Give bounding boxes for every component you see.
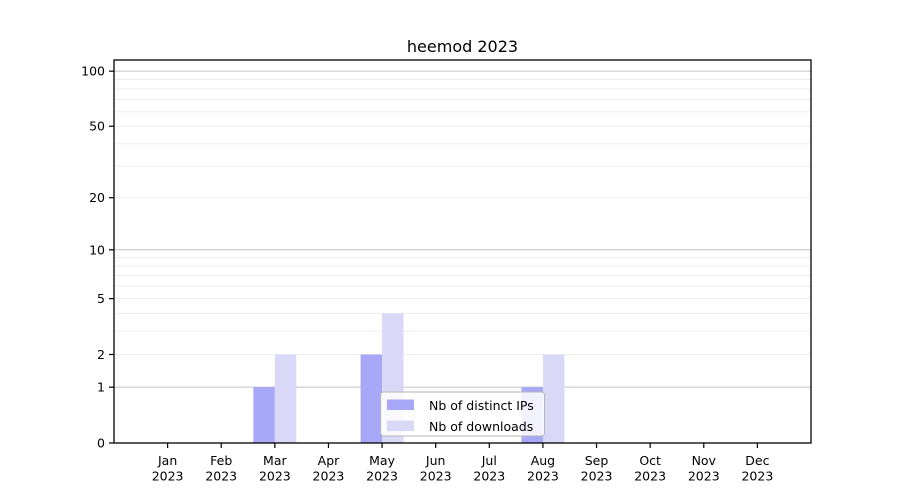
bar	[274, 354, 297, 443]
plot-frame	[113, 59, 812, 444]
legend-box	[380, 391, 545, 437]
x-axis-labels: Jan2023Feb2023Mar2023Apr2023May2023Jun20…	[152, 453, 774, 484]
minor-gridlines	[114, 79, 811, 355]
x-tick-label-year: 2023	[688, 469, 720, 484]
x-tick-label-month: Jan	[157, 453, 177, 468]
x-tick-label-year: 2023	[366, 469, 398, 484]
x-tick-label-year: 2023	[473, 469, 505, 484]
x-tick-label-month: Apr	[318, 453, 340, 468]
x-tick-label-month: Oct	[639, 453, 661, 468]
x-tick-label-month: Aug	[531, 453, 555, 468]
y-tick-label: 50	[89, 119, 105, 134]
y-tick-label: 1	[97, 380, 105, 395]
legend-swatch	[387, 420, 414, 431]
x-tick-label-year: 2023	[634, 469, 666, 484]
x-tick-label-year: 2023	[527, 469, 559, 484]
x-tick-label-year: 2023	[259, 469, 291, 484]
x-tick-label-year: 2023	[741, 469, 773, 484]
x-tick-label-year: 2023	[152, 469, 184, 484]
chart-title: heemod 2023	[407, 37, 518, 56]
major-gridlines	[114, 70, 811, 388]
bar	[253, 387, 275, 443]
y-tick-label: 5	[97, 291, 105, 306]
x-tick-label-year: 2023	[420, 469, 452, 484]
legend-label: Nb of downloads	[429, 419, 533, 434]
x-tick-label-year: 2023	[205, 469, 237, 484]
bar	[360, 354, 383, 443]
y-tick-label: 20	[89, 190, 105, 205]
x-tick-label-month: Mar	[263, 453, 287, 468]
bar	[542, 354, 565, 443]
x-tick-label-month: Dec	[745, 453, 769, 468]
y-axis-labels: 0 1 2 5 10 20 50 100	[81, 64, 105, 451]
y-tick-label: 0	[97, 436, 105, 451]
legend-label: Nb of distinct IPs	[429, 398, 534, 413]
x-tick-label-month: Feb	[210, 453, 232, 468]
x-tick-label-month: May	[369, 453, 395, 468]
x-tick-label-month: Nov	[692, 453, 717, 468]
x-tick-label-month: Jun	[425, 453, 446, 468]
x-tick-label-year: 2023	[313, 469, 345, 484]
legend: Nb of distinct IPs Nb of downloads	[380, 391, 545, 437]
y-tick-label: 2	[97, 347, 105, 362]
x-tick-label-month: Jul	[481, 453, 497, 468]
x-tick-label-year: 2023	[581, 469, 613, 484]
legend-swatch	[387, 399, 414, 410]
x-tick-label-month: Sep	[585, 453, 609, 468]
axis-ticks	[109, 70, 758, 448]
y-tick-label: 100	[81, 64, 105, 79]
y-tick-label: 10	[89, 242, 105, 257]
